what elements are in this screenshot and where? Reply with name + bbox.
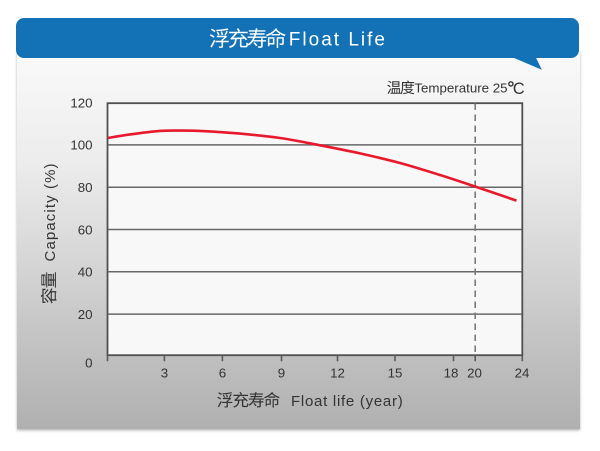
- svg-text:80: 80: [78, 180, 93, 195]
- svg-text:Capacity (%): Capacity (%): [42, 162, 59, 261]
- svg-text:20: 20: [467, 365, 482, 380]
- svg-text:40: 40: [78, 265, 93, 280]
- svg-text:Temperature 25: Temperature 25: [414, 81, 507, 96]
- svg-text:20: 20: [78, 307, 93, 322]
- svg-text:24: 24: [515, 365, 530, 380]
- svg-text:9: 9: [278, 365, 285, 380]
- svg-text:C: C: [513, 80, 525, 98]
- svg-text:12: 12: [330, 365, 345, 380]
- svg-text:60: 60: [78, 222, 93, 237]
- svg-text:Float Life: Float Life: [289, 30, 387, 51]
- svg-text:100: 100: [70, 138, 92, 153]
- svg-text:6: 6: [219, 365, 226, 380]
- svg-text:0: 0: [85, 356, 92, 371]
- svg-text:3: 3: [161, 365, 168, 380]
- svg-text:120: 120: [70, 95, 92, 110]
- svg-text:15: 15: [388, 365, 403, 380]
- svg-text:18: 18: [444, 365, 459, 380]
- svg-text:Float life (year): Float life (year): [291, 393, 403, 410]
